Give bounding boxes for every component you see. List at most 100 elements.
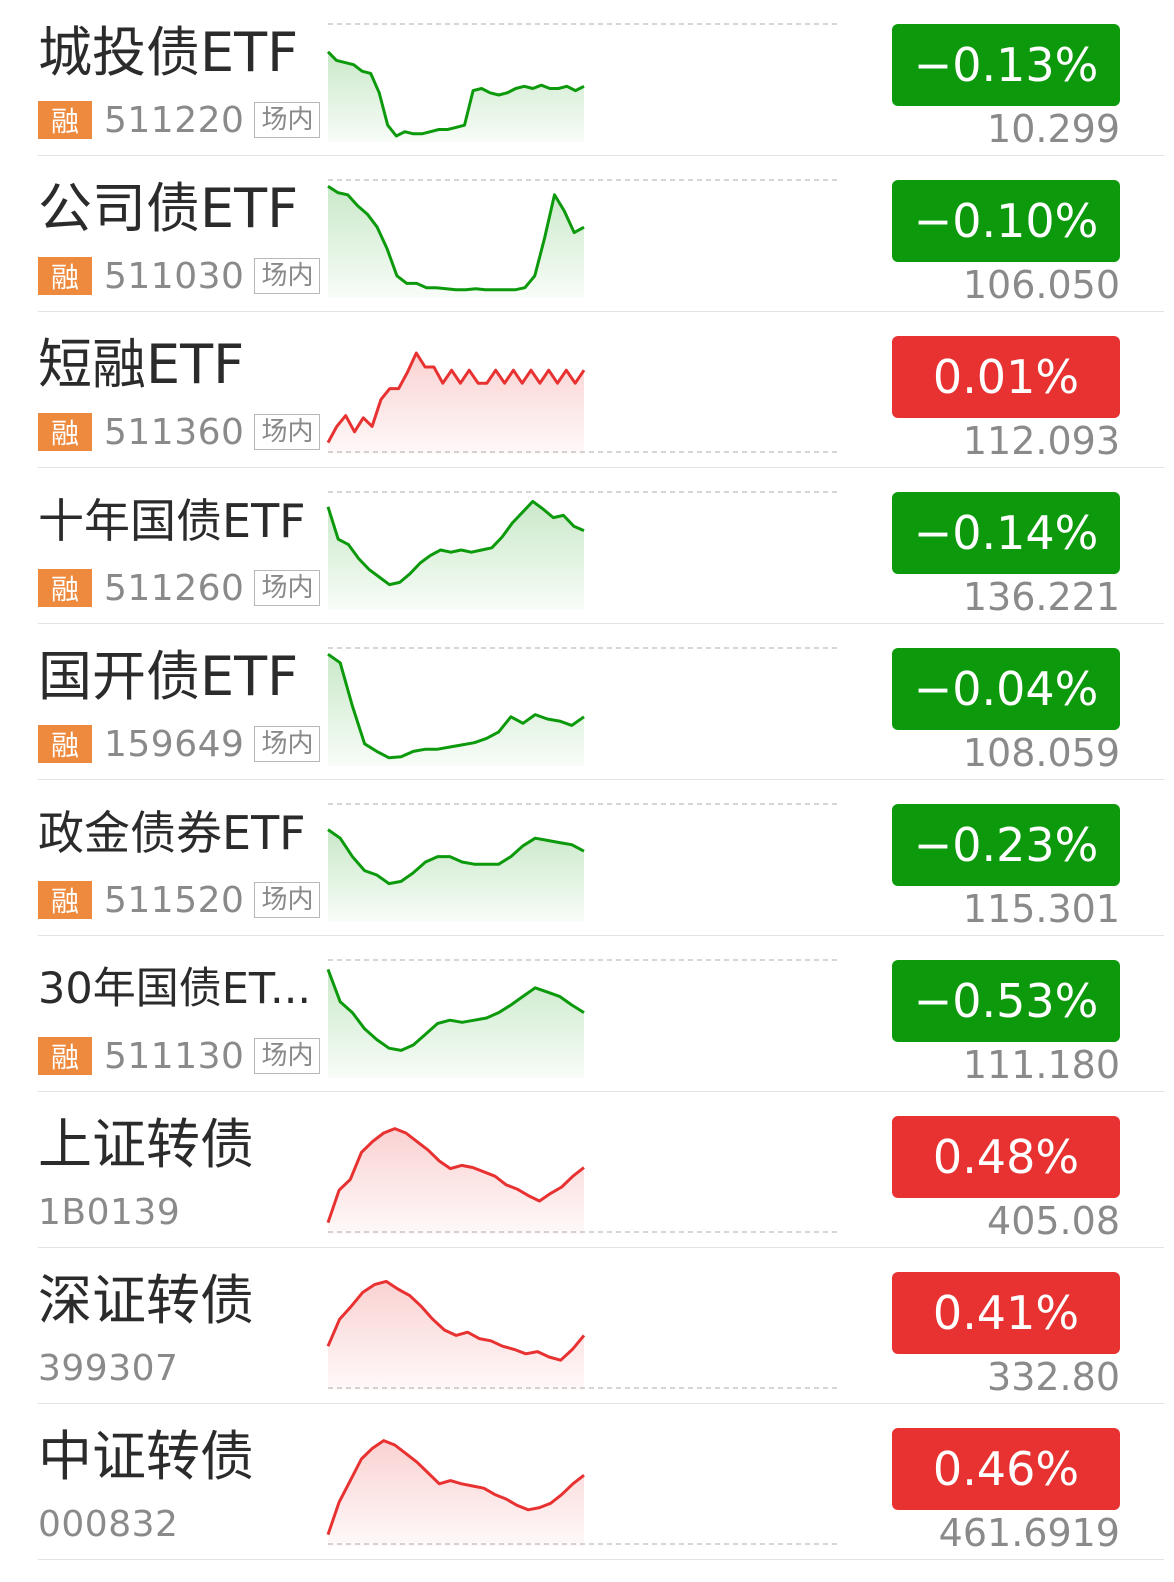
sparkline-chart	[327, 179, 838, 298]
sub-info: 融 511260 场内	[38, 567, 321, 609]
change-percent-badge[interactable]: 0.41%	[892, 1272, 1120, 1354]
sparkline-area	[328, 51, 584, 142]
sparkline-area	[328, 501, 584, 610]
sparkline-line	[326, 1439, 585, 1536]
sparkline-chart	[326, 23, 838, 142]
price: 108.059	[962, 731, 1120, 775]
sparkline-area	[328, 186, 584, 298]
sparkline-chart	[326, 351, 838, 454]
sub-info: 融 511520 场内	[38, 879, 321, 921]
sparkline-line	[327, 828, 585, 886]
sparkline-line	[326, 50, 585, 138]
divider	[38, 311, 1164, 312]
market-tag: 场内	[254, 1038, 321, 1074]
index-name: 深证转债	[38, 1269, 254, 1332]
fund-code: 511030	[104, 255, 245, 297]
change-percent-badge[interactable]: 0.01%	[892, 336, 1120, 418]
divider	[38, 467, 1164, 468]
fund-code: 511220	[104, 99, 245, 141]
margin-badge: 融	[38, 725, 92, 763]
sparkline-chart	[326, 491, 838, 610]
change-percent-badge[interactable]: 0.46%	[892, 1428, 1120, 1510]
list-item[interactable]: 公司债ETF 融 511030 场内 −0.10% 106.050	[0, 156, 1174, 312]
sparkline-chart	[326, 959, 838, 1078]
index-name: 中证转债	[38, 1425, 254, 1488]
divider	[38, 779, 1164, 780]
sparkline-line	[327, 652, 585, 760]
market-tag: 场内	[254, 414, 321, 450]
list-item[interactable]: 中证转债 000832 0.46% 461.6919	[0, 1404, 1174, 1560]
price: 405.08	[987, 1199, 1120, 1243]
divider	[38, 155, 1164, 156]
index-name: 上证转债	[38, 1113, 254, 1176]
sparkline-chart	[326, 1127, 838, 1234]
market-tag: 场内	[254, 570, 321, 606]
sparkline-line	[327, 184, 585, 292]
sparkline-chart	[326, 1279, 838, 1390]
list-item[interactable]: 短融ETF 融 511360 场内 0.01% 112.093	[0, 312, 1174, 468]
sparkline-chart	[326, 1439, 838, 1546]
sparkline-chart	[327, 803, 838, 922]
divider	[38, 1403, 1164, 1404]
market-tag: 场内	[254, 102, 321, 138]
change-percent-badge[interactable]: −0.04%	[892, 648, 1120, 730]
fund-code: 511130	[104, 1035, 245, 1077]
sub-info: 000832	[38, 1503, 188, 1545]
sub-info: 融 511360 场内	[38, 412, 321, 453]
sparkline-area	[328, 1128, 584, 1234]
sub-info: 融 511030 场内	[38, 255, 321, 297]
fund-code: 511260	[104, 567, 245, 609]
fund-name: 30年国债ET...	[38, 964, 312, 1014]
list-item[interactable]: 上证转债 1B0139 0.48% 405.08	[0, 1092, 1174, 1248]
market-tag: 场内	[254, 258, 321, 294]
change-percent-badge[interactable]: −0.10%	[892, 180, 1120, 262]
change-percent-badge[interactable]: −0.53%	[892, 960, 1120, 1042]
list-item[interactable]: 政金债券ETF 融 511520 场内 −0.23% 115.301	[0, 780, 1174, 936]
index-code: 000832	[38, 1503, 179, 1545]
market-tag: 场内	[254, 882, 321, 918]
divider	[38, 1091, 1164, 1092]
sub-info: 融 159649 场内	[38, 724, 321, 765]
list-item[interactable]: 十年国债ETF 融 511260 场内 −0.14% 136.221	[0, 468, 1174, 624]
sparkline-area	[328, 353, 584, 454]
market-tag: 场内	[254, 726, 321, 762]
list-item[interactable]: 城投债ETF 融 511220 场内 −0.13% 10.299	[0, 0, 1174, 156]
change-percent-badge[interactable]: −0.13%	[892, 24, 1120, 106]
price: 115.301	[962, 887, 1120, 931]
fund-name: 城投债ETF	[38, 21, 299, 84]
price: 136.221	[962, 575, 1120, 619]
sparkline-area	[328, 654, 584, 766]
sub-info: 1B0139	[38, 1192, 190, 1233]
margin-badge: 融	[38, 1037, 92, 1075]
margin-badge: 融	[38, 413, 92, 451]
price: 111.180	[962, 1043, 1120, 1087]
price: 10.299	[987, 107, 1120, 151]
sparkline-chart	[327, 647, 838, 766]
change-percent-badge[interactable]: −0.23%	[892, 804, 1120, 886]
sparkline-area	[328, 829, 584, 922]
price: 461.6919	[938, 1511, 1120, 1555]
divider	[38, 935, 1164, 936]
margin-badge: 融	[38, 101, 92, 139]
sparkline-line	[326, 351, 586, 444]
sparkline-line	[326, 1127, 585, 1224]
divider	[38, 1559, 1164, 1560]
fund-code: 511520	[104, 879, 245, 921]
fund-name: 短融ETF	[38, 333, 245, 396]
change-percent-badge[interactable]: −0.14%	[892, 492, 1120, 574]
fund-name: 十年国债ETF	[38, 494, 306, 548]
list-item[interactable]: 深证转债 399307 0.41% 332.80	[0, 1248, 1174, 1404]
price: 106.050	[962, 263, 1120, 307]
fund-name: 国开债ETF	[38, 645, 299, 708]
sub-info: 融 511130 场内	[38, 1035, 321, 1077]
divider	[38, 623, 1164, 624]
list-item[interactable]: 国开债ETF 融 159649 场内 −0.04% 108.059	[0, 624, 1174, 780]
sparkline-area	[328, 969, 584, 1078]
sub-info: 399307	[38, 1348, 188, 1389]
sparkline-line	[326, 499, 585, 587]
sparkline-line	[326, 968, 585, 1052]
sparkline-area	[328, 1440, 584, 1546]
change-percent-badge[interactable]: 0.48%	[892, 1116, 1120, 1198]
list-item[interactable]: 30年国债ET... 融 511130 场内 −0.53% 111.180	[0, 936, 1174, 1092]
